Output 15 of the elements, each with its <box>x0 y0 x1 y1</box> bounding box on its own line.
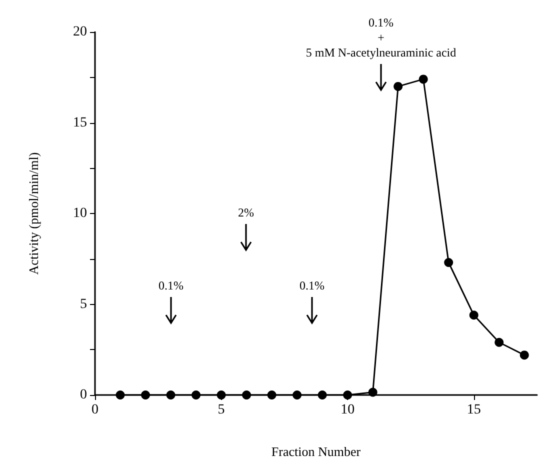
y-tick-label: 5 <box>80 296 87 312</box>
x-tick-label: 10 <box>340 402 355 418</box>
x-tick-label: 5 <box>218 402 225 418</box>
annotation: 0.1% <box>158 278 184 292</box>
y-tick-label: 20 <box>73 24 87 40</box>
y-tick-label: 10 <box>73 206 87 221</box>
annotation: 0.1% <box>300 278 324 292</box>
x-tick-label: 0 <box>92 402 98 418</box>
x-tick-label: 15 <box>466 402 481 418</box>
y-axis-title: Activity (pmol/min/ml) <box>26 152 41 275</box>
x-axis-title: Fraction Number <box>271 444 362 459</box>
y-tick-label: 0 <box>80 388 87 402</box>
annotation: 2% <box>238 206 254 220</box>
annotation: 0.1% + 5 mM N-acetylneuraminic acid <box>306 16 456 60</box>
y-tick-label: 15 <box>73 115 87 130</box>
